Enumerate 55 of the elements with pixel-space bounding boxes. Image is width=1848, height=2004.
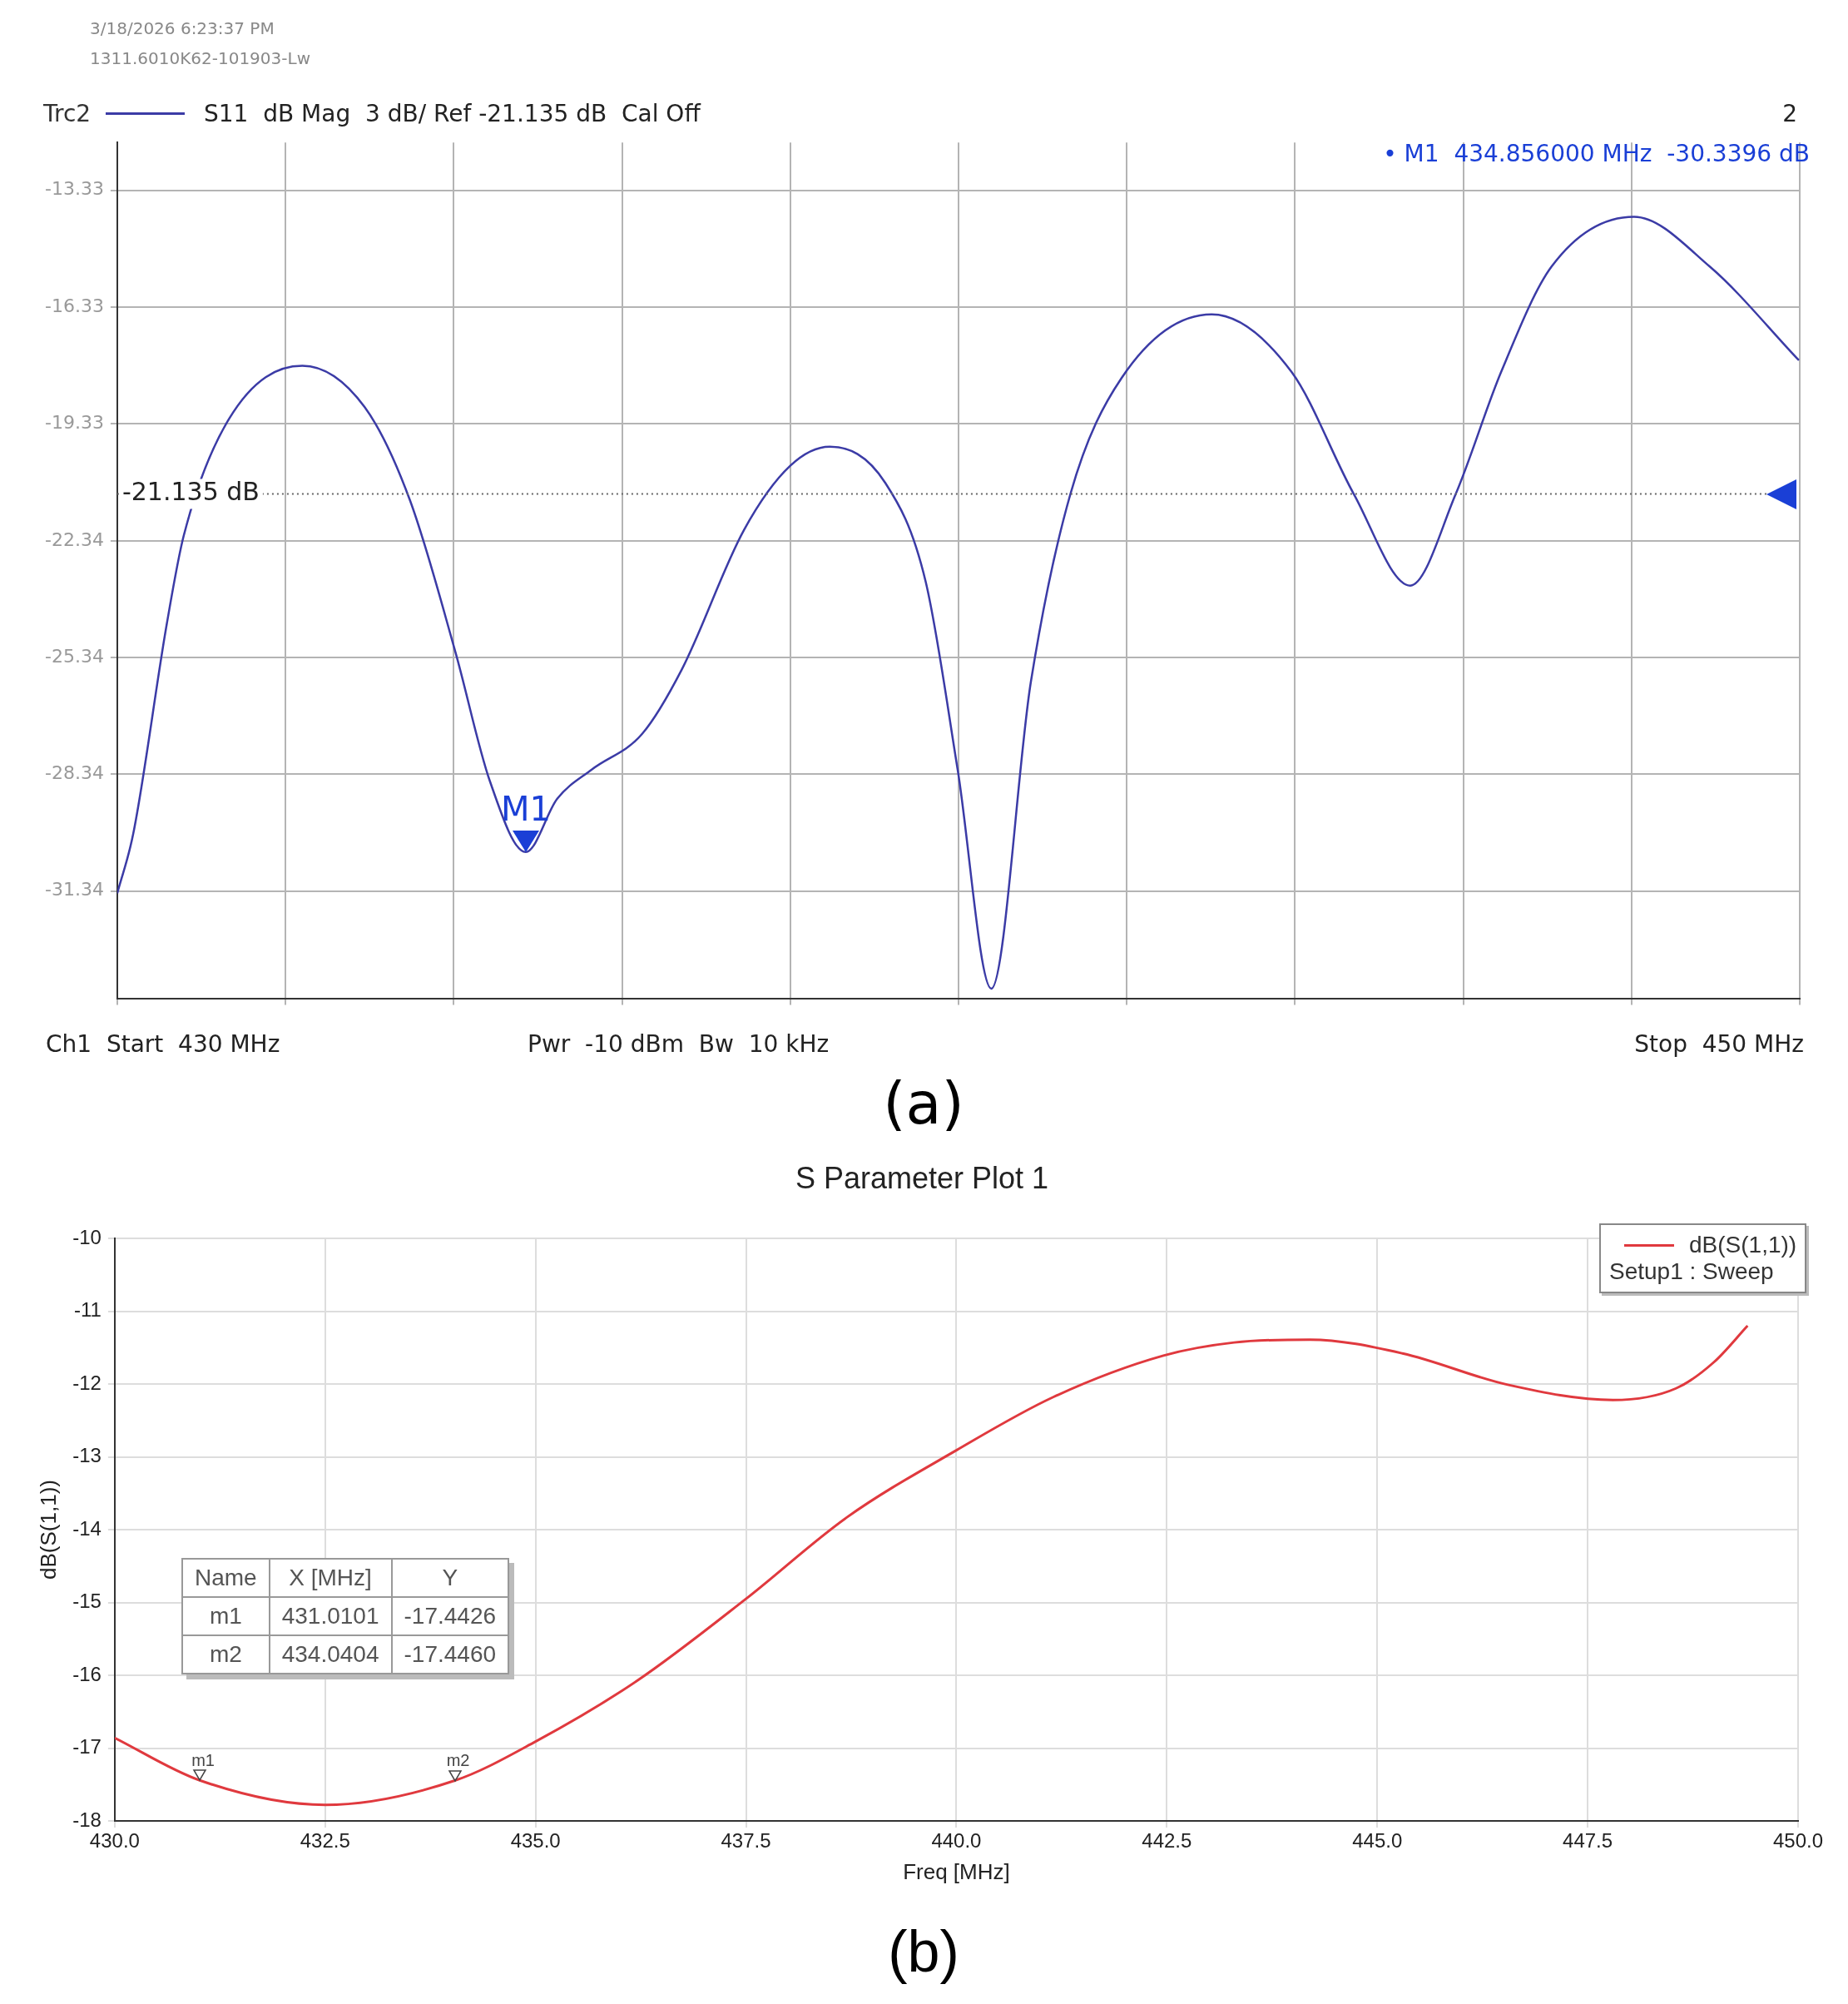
y-tick-label: -19.33	[45, 411, 104, 433]
y-tick-label: -31.34	[45, 879, 104, 900]
text: (a)	[883, 1069, 964, 1138]
x-tick-label: 430.0	[89, 1829, 140, 1853]
annotation: m2	[446, 1751, 470, 1770]
y-tick-label: -25.34	[45, 645, 104, 667]
y-tick-label: -13.33	[45, 178, 104, 200]
annotation: X [MHz]	[269, 1559, 392, 1597]
annotation: • M1 434.856000 MHz -30.3396 dB	[1383, 140, 1810, 167]
y-tick-label: -22.34	[45, 528, 104, 550]
text: 1311.6010K62-101903-Lw	[90, 48, 310, 68]
legend-label: Trc2	[43, 100, 92, 127]
legend-label: dB(S(1,1))	[1689, 1232, 1797, 1258]
line-series	[114, 1324, 1749, 1807]
x-tick-label: 442.5	[1142, 1829, 1192, 1853]
y-tick-label: -16	[72, 1662, 102, 1685]
y-tick-label: -28.34	[45, 762, 104, 784]
text: 3/18/2026 6:23:37 PM	[90, 18, 275, 38]
y-axis-title: dB(S(1,1))	[35, 1480, 61, 1580]
text: Ch1 Start 430 MHz	[46, 1030, 280, 1058]
y-tick-label: -15	[72, 1590, 102, 1613]
text: 2	[1782, 100, 1797, 127]
chart-title: S Parameter Plot 1	[795, 1161, 1049, 1196]
y-tick-label: -16.33	[45, 295, 104, 316]
y-tick-label: -11	[73, 1298, 102, 1322]
x-tick-label: 435.0	[510, 1829, 561, 1853]
text: (b)	[888, 1918, 959, 1985]
x-tick-label: 445.0	[1352, 1829, 1403, 1853]
annotation: Y	[391, 1559, 509, 1597]
y-tick-label: -13	[72, 1444, 102, 1467]
x-axis-title: Freq [MHz]	[903, 1858, 1010, 1884]
annotation: M1	[500, 790, 551, 829]
annotation: m1	[191, 1750, 215, 1769]
x-tick-label: 447.5	[1563, 1829, 1613, 1853]
annotation: m2	[182, 1635, 270, 1674]
annotation: 434.0404	[269, 1635, 392, 1674]
x-tick-label: 432.5	[300, 1829, 350, 1853]
chart-subtitle: S11 dB Mag 3 dB/ Ref -21.135 dB Cal Off	[204, 100, 701, 127]
text: Pwr -10 dBm Bw 10 kHz	[528, 1030, 830, 1058]
annotation: -17.4460	[391, 1635, 509, 1674]
x-tick-label: 440.0	[931, 1829, 982, 1853]
y-tick-label: -18	[72, 1808, 102, 1831]
y-tick-label: -14	[72, 1516, 102, 1540]
ref-line-label: -21.135 dB	[121, 477, 260, 507]
y-tick-label: -17	[72, 1735, 102, 1758]
y-tick-label: -10	[72, 1225, 102, 1248]
y-tick-label: -12	[72, 1371, 102, 1394]
x-tick-label: 437.5	[721, 1829, 771, 1853]
x-tick-label: 450.0	[1772, 1829, 1824, 1853]
annotation: m1	[182, 1597, 270, 1635]
legend-title: Setup1 : Sweep	[1609, 1258, 1775, 1285]
annotation: -17.4426	[391, 1597, 509, 1635]
annotation: Name	[182, 1559, 270, 1597]
text: Stop 450 MHz	[1634, 1030, 1804, 1058]
annotation: 431.0101	[269, 1597, 392, 1635]
